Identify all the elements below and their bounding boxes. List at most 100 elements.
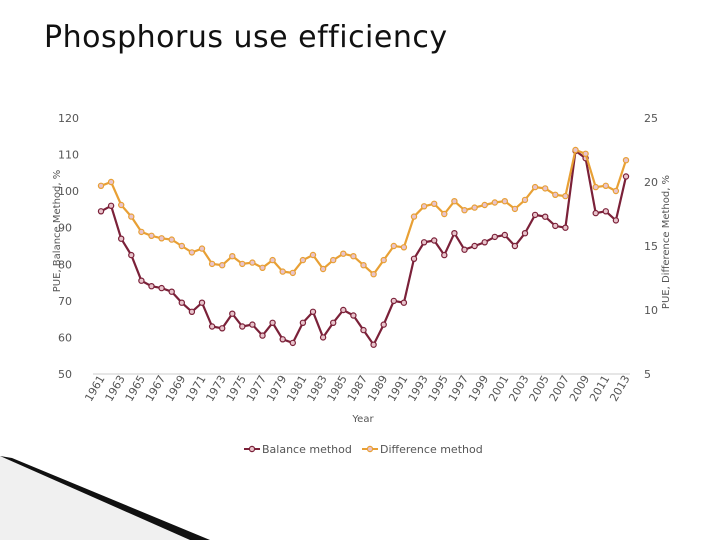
x-tick-label: 2005 [527,373,552,404]
balance-method-point [178,299,185,306]
difference-method-point [239,260,246,268]
difference-method-point [340,250,347,257]
difference-method-point [117,201,125,209]
difference-method-point [148,232,155,239]
balance-method-point [592,209,599,217]
x-tick-label: 2003 [506,373,531,404]
right-tick-label: 15 [644,240,658,253]
balance-method-point [451,229,458,237]
difference-method-point [471,204,478,211]
balance-method-point [269,319,276,326]
balance-method-point [542,213,549,220]
left-tick-label: 120 [58,112,79,125]
left-tick-label: 110 [58,149,79,162]
x-tick-label: 1983 [304,373,329,404]
balance-method-point [562,224,569,231]
balance-method-point [461,246,468,253]
balance-method-point [229,310,236,317]
right-tick-label: 5 [644,368,651,381]
difference-method-point [511,205,519,213]
x-tick-label: 1985 [325,373,350,404]
balance-method-point [552,222,559,230]
balance-method-point [521,229,529,237]
difference-method-point [431,200,438,207]
difference-method-point [350,253,357,260]
balance-method-point [340,306,347,314]
balance-method-point [330,319,337,326]
balance-method-point [612,217,620,224]
x-tick-label: 1973 [203,373,228,404]
balance-method-point [511,242,519,250]
left-tick-label: 60 [58,331,72,344]
x-tick-label: 1969 [163,373,188,404]
x-tick-label: 1995 [426,373,451,404]
difference-method-point [360,262,367,269]
difference-method-point [542,185,549,192]
balance-method-point [198,299,206,306]
legend-label-difference-method: Difference method [380,443,483,456]
balance-method-point [188,308,196,315]
difference-method-point [309,251,317,259]
difference-method-point [612,187,620,195]
x-tick-label: 1977 [244,373,269,404]
difference-method-point [107,178,115,186]
difference-method-point [269,256,276,264]
x-tick-label: 1991 [385,373,410,404]
page-title: Phosphorus use efficiency [44,20,448,55]
x-tick-label: 1971 [183,373,208,404]
balance-method-point [259,332,266,339]
balance-method-point [441,251,448,259]
difference-method-point [451,197,458,205]
difference-method-point [562,192,569,200]
difference-method-point [97,182,105,189]
difference-method-point [582,150,589,157]
difference-method-point [138,228,145,236]
x-tick-label: 2001 [486,373,511,404]
difference-method-line [100,148,628,276]
difference-method-point [249,259,256,266]
balance-method-point [128,251,135,259]
series-layer [97,146,630,348]
difference-method-point [592,183,599,191]
x-tick-label: 1979 [264,373,289,404]
difference-method-point [198,245,206,252]
balance-method-point [239,323,246,330]
difference-method-point [218,262,226,269]
legend-marker-difference-method [366,445,374,453]
difference-method-point [521,196,529,204]
left-axis-title: PUE, Balance Method, % [52,170,63,292]
x-tick-label: 1989 [365,373,390,404]
difference-method-point [370,271,377,278]
left-axis-ticks: 50 60 70 80 90 100 110 120 [58,112,79,381]
balance-method-point [431,237,438,244]
balance-method-point [208,323,216,330]
difference-method-point [168,236,175,243]
legend-marker-balance-method [248,445,256,453]
balance-method-point [148,283,155,290]
difference-method-point [420,203,428,210]
difference-method-point [602,182,610,189]
balance-method-point [218,325,226,332]
x-tick-label: 2009 [567,373,592,404]
x-axis-title: Year [351,414,374,425]
difference-method-point [299,256,307,264]
difference-method-point [208,260,216,268]
balance-method-point [158,284,165,292]
difference-method-point [279,268,286,275]
difference-method-point [289,269,296,277]
x-tick-label: 1993 [405,373,430,404]
balance-method-point [249,321,256,328]
x-tick-label: 1967 [143,373,168,404]
balance-method-point [410,255,418,262]
difference-method-point [319,265,327,273]
x-tick-label: 1965 [123,373,148,404]
balance-method-point [370,341,377,348]
difference-method-point [491,199,498,206]
balance-method-point [107,202,115,209]
difference-method-point [622,156,630,164]
left-tick-label: 70 [58,295,72,308]
balance-method-point [168,288,175,295]
balance-method-point [531,211,539,219]
right-tick-label: 20 [644,176,658,189]
x-tick-label: 1975 [224,373,249,404]
